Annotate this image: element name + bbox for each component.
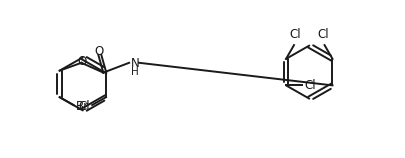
Text: O: O <box>78 55 87 68</box>
Text: Cl: Cl <box>317 28 328 41</box>
Text: H: H <box>131 67 139 77</box>
Text: O: O <box>94 45 104 58</box>
Text: Br: Br <box>75 100 88 113</box>
Text: Cl: Cl <box>78 100 90 113</box>
Text: Cl: Cl <box>303 79 315 92</box>
Text: Cl: Cl <box>288 28 300 41</box>
Text: N: N <box>131 57 139 70</box>
